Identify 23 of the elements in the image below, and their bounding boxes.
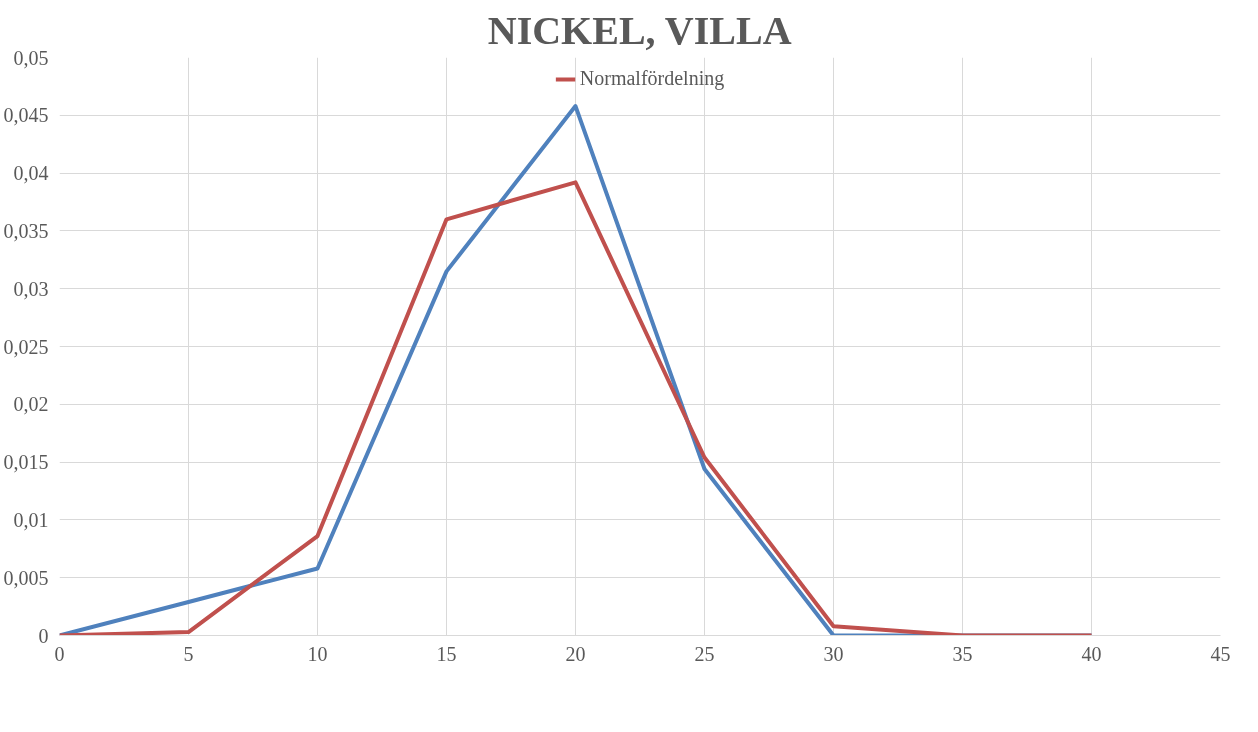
x-tick-label: 30 <box>823 642 844 665</box>
x-tick-label: 25 <box>694 642 715 665</box>
legend-label: Normalfördelning <box>579 67 725 90</box>
y-tick-label: 0,04 <box>13 162 49 185</box>
x-tick-label: 45 <box>1210 642 1231 665</box>
y-tick-label: 0,035 <box>3 219 49 242</box>
y-tick-label: 0,005 <box>3 566 49 589</box>
x-tick-label: 35 <box>952 642 973 665</box>
y-tick-label: 0,025 <box>3 335 49 358</box>
x-tick-label: 0 <box>54 642 65 665</box>
x-tick-label: 20 <box>565 642 586 665</box>
y-tick-label: 0,045 <box>3 104 49 127</box>
x-tick-label: 10 <box>307 642 328 665</box>
x-tick-label: 40 <box>1081 642 1102 665</box>
y-tick-label: 0,01 <box>13 508 49 531</box>
y-tick-label: 0 <box>38 624 49 647</box>
x-tick-label: 15 <box>436 642 457 665</box>
y-tick-label: 0,03 <box>13 277 49 300</box>
y-tick-label: 0,05 <box>13 46 49 69</box>
x-tick-label: 5 <box>183 642 194 665</box>
y-tick-label: 0,015 <box>3 451 49 474</box>
y-tick-label: 0,02 <box>13 393 49 416</box>
chart-title: NICKEL, VILLA <box>487 7 792 53</box>
